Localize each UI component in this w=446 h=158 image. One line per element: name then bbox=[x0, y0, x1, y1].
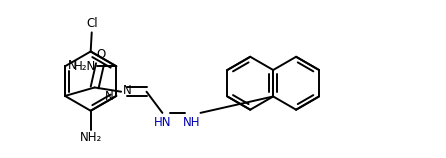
Text: O: O bbox=[96, 48, 106, 61]
Text: N: N bbox=[123, 84, 132, 97]
Text: N: N bbox=[68, 59, 76, 72]
Text: N: N bbox=[105, 90, 114, 103]
Text: H₂N: H₂N bbox=[74, 60, 96, 73]
Text: NH₂: NH₂ bbox=[79, 131, 102, 144]
Text: Cl: Cl bbox=[86, 17, 98, 30]
Text: HN: HN bbox=[153, 116, 171, 129]
Text: NH: NH bbox=[183, 116, 201, 129]
